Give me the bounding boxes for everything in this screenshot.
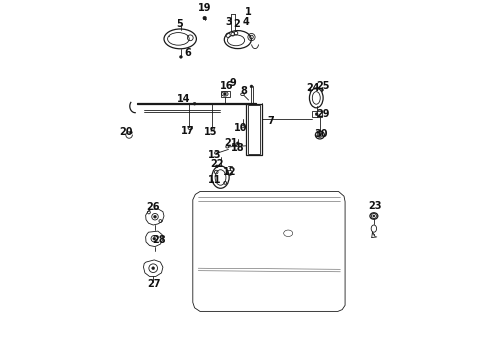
- Text: 15: 15: [204, 127, 218, 138]
- Circle shape: [153, 215, 156, 218]
- Circle shape: [203, 16, 206, 20]
- Text: 5: 5: [176, 19, 183, 30]
- Text: 28: 28: [152, 235, 166, 246]
- Circle shape: [223, 93, 226, 95]
- Bar: [247, 105, 261, 154]
- Bar: [246, 104, 262, 155]
- Circle shape: [179, 55, 182, 58]
- Text: 25: 25: [317, 81, 330, 91]
- Bar: [220, 91, 229, 97]
- Circle shape: [193, 102, 196, 105]
- Text: 26: 26: [147, 202, 160, 212]
- Text: 24: 24: [307, 83, 320, 93]
- Circle shape: [250, 85, 253, 88]
- Circle shape: [153, 237, 156, 240]
- Circle shape: [373, 215, 375, 217]
- Text: 8: 8: [241, 86, 247, 96]
- Text: 6: 6: [184, 48, 191, 58]
- Bar: [312, 111, 321, 117]
- Text: 19: 19: [198, 3, 211, 13]
- Circle shape: [216, 165, 219, 168]
- Text: 13: 13: [208, 150, 221, 160]
- Circle shape: [309, 89, 311, 91]
- Text: 18: 18: [231, 143, 245, 153]
- Text: 3: 3: [225, 17, 232, 27]
- Circle shape: [152, 267, 155, 270]
- Text: 16: 16: [220, 81, 233, 91]
- Text: 22: 22: [211, 159, 224, 169]
- Text: 20: 20: [120, 127, 133, 138]
- Text: 10: 10: [234, 123, 248, 133]
- Circle shape: [321, 89, 323, 91]
- Text: 29: 29: [317, 109, 330, 120]
- Text: 21: 21: [224, 138, 238, 148]
- Circle shape: [236, 142, 239, 145]
- Circle shape: [315, 113, 318, 116]
- Text: 4: 4: [243, 17, 249, 27]
- Circle shape: [129, 131, 132, 134]
- Text: 14: 14: [177, 94, 191, 104]
- Text: 30: 30: [315, 129, 328, 139]
- Text: 23: 23: [368, 201, 382, 211]
- Text: 1: 1: [245, 6, 252, 17]
- Text: 12: 12: [223, 167, 237, 177]
- Text: 7: 7: [268, 116, 274, 126]
- Text: 17: 17: [181, 126, 194, 136]
- Text: 11: 11: [208, 175, 222, 185]
- Text: 27: 27: [147, 279, 161, 289]
- Text: 2: 2: [234, 19, 241, 30]
- Circle shape: [318, 134, 321, 136]
- Text: 9: 9: [230, 78, 237, 88]
